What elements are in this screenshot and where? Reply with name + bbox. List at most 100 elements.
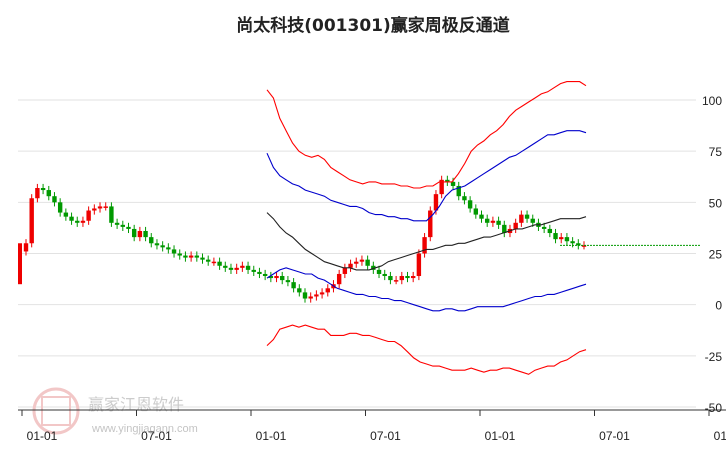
candle-body xyxy=(519,214,524,223)
candle xyxy=(166,243,171,254)
left-marker-bar xyxy=(18,243,22,285)
candle-body xyxy=(479,214,484,219)
candle xyxy=(217,257,222,270)
candle-body xyxy=(86,210,91,221)
candle-body xyxy=(46,190,51,197)
candle xyxy=(126,222,131,234)
candle-body xyxy=(319,292,325,295)
candle-body xyxy=(376,269,382,274)
candle xyxy=(513,218,518,234)
candle-body xyxy=(240,265,245,268)
candle xyxy=(490,216,496,227)
x-tick-label: 07-01 xyxy=(141,429,172,443)
candle xyxy=(40,183,46,195)
candle xyxy=(200,253,205,264)
gridlines xyxy=(18,99,696,408)
candle xyxy=(422,233,427,258)
candle xyxy=(559,233,564,244)
candle xyxy=(371,261,376,274)
candle-body xyxy=(485,218,490,223)
candle xyxy=(257,267,262,279)
y-axis: 100 75 50 25 0 -25 -50 xyxy=(702,94,722,415)
candle xyxy=(547,224,553,238)
candle-body xyxy=(177,253,182,256)
candle-body xyxy=(462,196,467,201)
candle xyxy=(291,278,296,293)
candle-body xyxy=(371,265,376,270)
candle-body xyxy=(541,226,547,229)
candle-body xyxy=(570,241,575,244)
candle xyxy=(462,192,467,205)
candle-body xyxy=(126,226,131,229)
candle-body xyxy=(382,273,387,277)
y-tick-label: -50 xyxy=(705,401,723,415)
candle xyxy=(69,212,74,225)
candle xyxy=(416,249,422,281)
candle xyxy=(234,263,239,274)
candle xyxy=(245,261,251,274)
candle xyxy=(319,288,325,299)
candle-body xyxy=(217,261,222,266)
candle-body xyxy=(52,196,57,203)
candle xyxy=(410,271,416,283)
candle xyxy=(564,233,570,246)
candle-body xyxy=(268,276,274,279)
candle-body xyxy=(251,269,256,272)
candle xyxy=(52,192,57,207)
candle xyxy=(103,202,108,211)
candle-body xyxy=(553,233,558,240)
candle-body xyxy=(166,247,171,250)
candle xyxy=(35,183,40,203)
candle xyxy=(80,216,86,227)
candle xyxy=(29,194,34,248)
candle xyxy=(188,251,194,262)
y-tick-label: 25 xyxy=(709,248,723,262)
candle xyxy=(75,216,80,227)
candle-body xyxy=(92,208,97,211)
candle-body xyxy=(564,237,570,242)
candle xyxy=(143,226,148,242)
candle-body xyxy=(149,237,154,244)
y-tick-label: 100 xyxy=(702,94,722,108)
candle-body xyxy=(399,276,404,281)
candle-body xyxy=(439,179,444,195)
candle-body xyxy=(365,259,370,266)
candle-body xyxy=(450,181,456,186)
candle-body xyxy=(342,267,348,274)
watermark-url: www.yingjiagann.com xyxy=(91,423,198,435)
candle-body xyxy=(297,288,302,293)
candle-body xyxy=(223,265,228,268)
candle xyxy=(553,228,558,244)
candle xyxy=(268,271,274,283)
candle-body xyxy=(114,222,120,225)
candle-body xyxy=(314,294,319,297)
candle-body xyxy=(496,220,501,225)
candle xyxy=(149,233,154,248)
candle xyxy=(479,210,484,223)
candle xyxy=(576,239,581,250)
watermark-seal-icon xyxy=(32,387,80,435)
candle xyxy=(63,208,69,221)
candle xyxy=(177,249,182,260)
candle-body xyxy=(211,261,217,264)
candle-body xyxy=(69,216,74,221)
x-tick-label: 07-01 xyxy=(599,429,630,443)
candle xyxy=(388,271,393,285)
candle xyxy=(171,245,177,258)
candle-body xyxy=(524,214,530,219)
candle xyxy=(399,271,404,285)
candle-body xyxy=(433,194,439,211)
candle-body xyxy=(80,220,86,223)
candle-body xyxy=(410,276,416,279)
x-tick-label: 07-01 xyxy=(370,429,401,443)
candle-body xyxy=(194,255,200,258)
candle-body xyxy=(23,243,29,252)
candle xyxy=(251,265,256,277)
candle xyxy=(206,255,211,266)
candle-body xyxy=(171,249,177,254)
candle-body xyxy=(154,243,160,246)
candle-body xyxy=(200,257,205,260)
candle-body xyxy=(160,245,165,248)
candle xyxy=(120,220,125,231)
